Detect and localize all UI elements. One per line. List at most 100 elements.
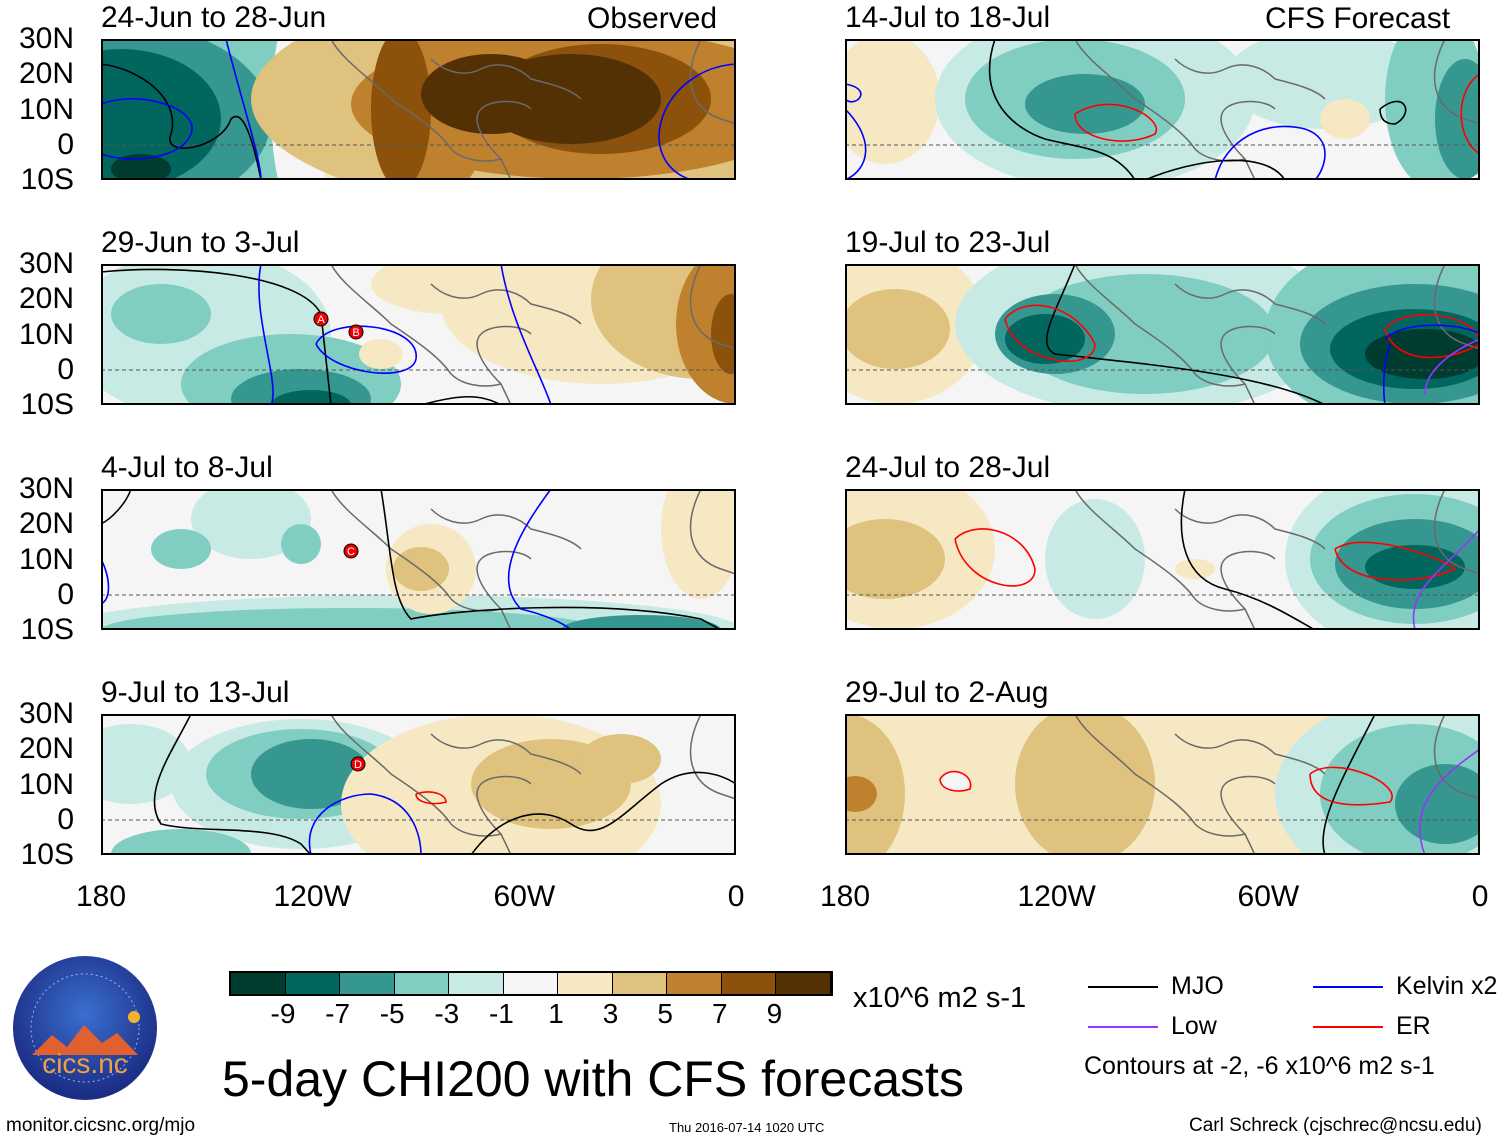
svg-text:A: A — [317, 314, 325, 326]
latitude-label: 10N — [18, 767, 74, 801]
forecast-label: CFS Forecast — [1265, 2, 1451, 35]
logo: cics.nc — [12, 955, 158, 1101]
map-panel: C — [101, 489, 736, 630]
colorbar-swatch — [394, 973, 449, 994]
colorbar-tick-label: 5 — [657, 998, 673, 1029]
map-panel — [101, 39, 736, 180]
colorbar-swatch — [285, 973, 340, 994]
map-panel — [845, 714, 1480, 855]
colorbar-tick-label: 1 — [548, 998, 564, 1029]
chi200-shading — [845, 39, 940, 164]
wave-contour — [1424, 338, 1480, 395]
wave-contour — [101, 98, 193, 160]
latitude-label: 10S — [20, 388, 74, 421]
latitude-label: 0 — [57, 577, 74, 611]
chi200-shading — [393, 547, 449, 591]
colorbar-tick-label: -3 — [434, 998, 460, 1029]
latitude-label: 10N — [18, 542, 74, 576]
wave-contour — [1379, 100, 1407, 125]
wave-contour — [101, 268, 332, 405]
legend-label: Low — [1171, 1012, 1217, 1040]
chi200-shading — [1320, 99, 1370, 139]
longitude-label: 120W — [1017, 880, 1096, 913]
chi200-shading — [1365, 329, 1480, 379]
map-panel: AB — [101, 264, 736, 405]
panel-title: 14-Jul to 18-Jul — [845, 1, 1051, 34]
wave-contour — [1180, 489, 1316, 630]
wave-contour — [1334, 541, 1457, 581]
colorbar-swatch — [776, 973, 831, 994]
latitude-label: 20N — [18, 57, 74, 91]
legend-label: Kelvin x2 — [1396, 972, 1498, 1000]
footer-url[interactable]: monitor.cicsnc.org/mjo — [6, 1115, 196, 1136]
panel-title: 29-Jul to 2-Aug — [845, 676, 1049, 709]
latitude-label: 20N — [18, 732, 74, 766]
colorbar-tick-label: 9 — [766, 998, 783, 1029]
panel-frame — [101, 39, 736, 180]
chi200-shading — [481, 54, 661, 144]
colorbar-swatch — [449, 973, 504, 994]
coastline — [1074, 714, 1480, 855]
longitude-label: 60W — [1237, 880, 1300, 913]
panel-title: 4-Jul to 8-Jul — [101, 451, 273, 484]
chi200-shading — [1045, 499, 1145, 619]
wave-contour — [1144, 159, 1286, 180]
observed-label: Observed — [587, 2, 718, 35]
wave-contour — [101, 489, 132, 525]
wave-contour — [258, 264, 274, 405]
wave-contour — [1004, 304, 1096, 362]
colorbar — [229, 971, 833, 996]
wave-contour — [308, 793, 422, 855]
latitude-label: 10N — [18, 317, 74, 351]
wave-contour — [1460, 73, 1480, 155]
chi200-shading — [1025, 74, 1145, 134]
wave-contour — [1309, 766, 1393, 806]
wave-contour — [380, 489, 722, 630]
figure-title: 5-day CHI200 with CFS forecasts — [222, 1051, 964, 1107]
map-panel — [845, 39, 1480, 180]
colorbar-swatch — [667, 973, 722, 994]
coastline — [330, 489, 736, 630]
chi200-shading — [251, 739, 371, 809]
colorbar-swatch — [340, 973, 395, 994]
chi200-shading — [561, 615, 721, 630]
panel-frame — [845, 39, 1480, 180]
chi200-shading — [359, 339, 403, 369]
legend-line — [1088, 1026, 1158, 1028]
wave-contour — [988, 39, 1136, 180]
colorbar-swatch — [558, 973, 613, 994]
latitude-label: 20N — [18, 507, 74, 541]
coastline — [330, 39, 736, 180]
latitude-label: 20N — [18, 282, 74, 316]
storm-marker: A — [313, 311, 329, 327]
wave-contour — [101, 558, 110, 605]
svg-text:B: B — [352, 327, 359, 339]
chi200-shading — [1015, 714, 1155, 855]
legend-line — [1313, 986, 1383, 988]
colorbar-tick-label: 7 — [712, 998, 728, 1029]
longitude-label: 120W — [273, 880, 352, 913]
map-panel: D — [101, 714, 736, 855]
chi200-shading — [111, 284, 211, 344]
legend-line — [1088, 986, 1158, 988]
wave-contour — [939, 770, 972, 792]
legend-label: MJO — [1171, 972, 1224, 1000]
svg-text:cics.nc: cics.nc — [42, 1048, 128, 1079]
chi200-shading — [371, 39, 431, 180]
wave-contour — [1214, 125, 1326, 180]
coastline — [330, 714, 736, 855]
wave-contour — [470, 771, 736, 855]
chi200-shading — [111, 829, 251, 855]
storm-marker: B — [348, 324, 364, 340]
longitude-label: 180 — [75, 880, 127, 913]
colorbar-swatch — [231, 973, 286, 994]
latitude-label: 0 — [57, 352, 74, 386]
wave-contour — [420, 395, 502, 405]
wave-contour — [153, 714, 312, 855]
chi200-shading — [191, 489, 311, 559]
svg-text:C: C — [347, 546, 355, 558]
panel-frame — [845, 489, 1480, 630]
footer-timestamp: Thu 2016-07-14 1020 UTC — [669, 1120, 825, 1135]
panel-title: 9-Jul to 13-Jul — [101, 676, 290, 709]
